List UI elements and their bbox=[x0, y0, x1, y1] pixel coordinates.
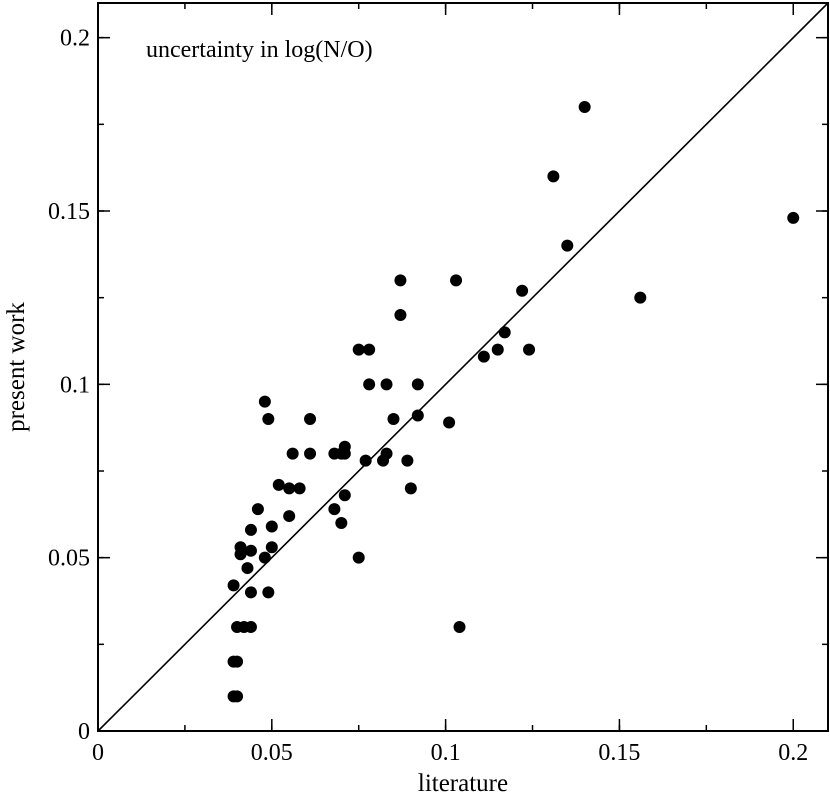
data-point bbox=[401, 454, 414, 467]
plot-frame bbox=[97, 2, 829, 732]
data-point bbox=[328, 503, 341, 516]
x-tick-label: 0.2 bbox=[778, 740, 808, 766]
data-point bbox=[561, 239, 574, 252]
y-tick-label: 0.2 bbox=[60, 26, 90, 52]
data-point bbox=[411, 378, 424, 391]
data-point bbox=[234, 541, 247, 554]
data-point bbox=[258, 551, 271, 564]
data-point bbox=[244, 586, 257, 599]
data-points bbox=[227, 101, 800, 703]
x-tick-label: 0.15 bbox=[598, 740, 640, 766]
data-point bbox=[363, 343, 376, 356]
data-point bbox=[394, 309, 407, 321]
data-point bbox=[335, 517, 348, 529]
data-point bbox=[363, 378, 376, 391]
y-axis-title: present work bbox=[3, 302, 30, 432]
data-point bbox=[453, 621, 466, 633]
data-point bbox=[262, 586, 275, 599]
x-tick-label: 0.1 bbox=[431, 740, 461, 766]
data-point bbox=[244, 523, 257, 536]
data-point bbox=[286, 447, 299, 460]
data-point bbox=[450, 274, 463, 287]
data-point bbox=[359, 454, 372, 467]
data-point bbox=[304, 413, 317, 425]
data-point bbox=[380, 447, 393, 460]
chart-annotation: uncertainty in log(N/O) bbox=[146, 37, 373, 63]
y-tick-label: 0.15 bbox=[48, 199, 90, 225]
data-point bbox=[265, 520, 278, 533]
data-point bbox=[244, 621, 257, 633]
x-tick-label: 0 bbox=[92, 740, 104, 766]
data-point bbox=[404, 482, 417, 495]
y-tick-label: 0.1 bbox=[60, 372, 90, 398]
data-point bbox=[634, 291, 647, 304]
data-point bbox=[227, 579, 240, 592]
data-point bbox=[272, 478, 285, 491]
y-tick-label: 0 bbox=[78, 719, 90, 745]
x-tick-label: 0.05 bbox=[251, 740, 293, 766]
data-point bbox=[283, 510, 296, 523]
data-point bbox=[498, 326, 511, 339]
data-point bbox=[244, 544, 257, 557]
data-point bbox=[241, 562, 254, 575]
data-point bbox=[231, 655, 244, 668]
data-point bbox=[258, 395, 271, 408]
data-point bbox=[352, 343, 365, 356]
data-point bbox=[293, 482, 306, 495]
data-point bbox=[265, 541, 278, 554]
data-point bbox=[283, 482, 296, 495]
data-point bbox=[547, 170, 560, 183]
data-point bbox=[380, 378, 393, 391]
data-point bbox=[787, 211, 800, 224]
data-point bbox=[443, 416, 456, 429]
data-point bbox=[338, 489, 351, 502]
data-point bbox=[231, 690, 244, 703]
data-point bbox=[338, 447, 351, 460]
data-point bbox=[387, 413, 400, 425]
data-point bbox=[477, 350, 490, 363]
x-axis-title: literature bbox=[418, 770, 508, 796]
data-point bbox=[304, 447, 317, 460]
x-tick-labels: 0 0.05 0.1 0.15 0.2 bbox=[92, 740, 808, 766]
reference-line-y-equals-x bbox=[97, 2, 829, 732]
data-point bbox=[352, 551, 365, 564]
data-point bbox=[491, 343, 504, 356]
data-point bbox=[523, 343, 536, 356]
data-point bbox=[394, 274, 407, 287]
data-point bbox=[262, 413, 275, 425]
y-tick-labels: 0 0.05 0.1 0.15 0.2 bbox=[48, 26, 90, 745]
data-point bbox=[578, 101, 591, 113]
data-point bbox=[411, 409, 424, 422]
data-point bbox=[251, 503, 264, 516]
data-point bbox=[516, 284, 529, 297]
y-tick-label: 0.05 bbox=[48, 546, 90, 572]
